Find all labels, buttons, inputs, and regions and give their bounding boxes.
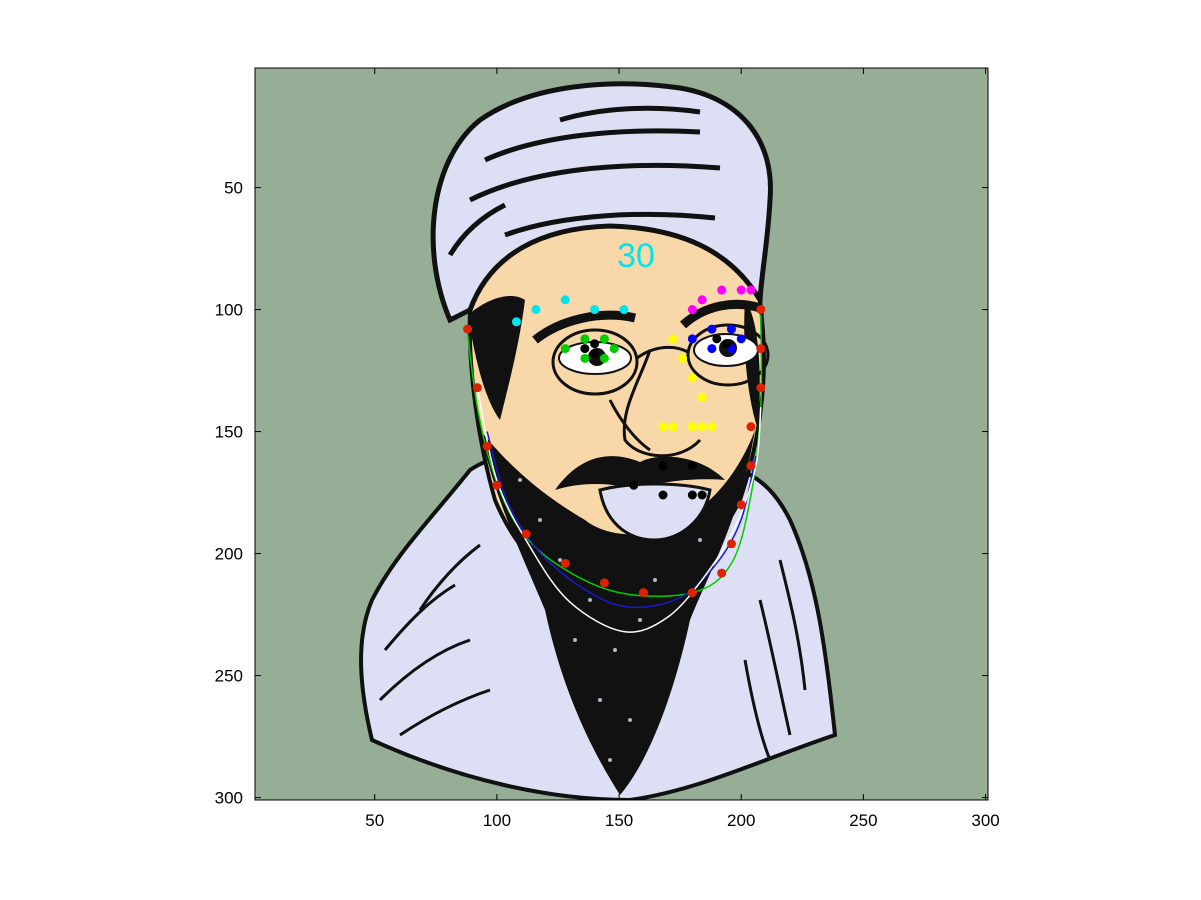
landmark-point <box>590 339 599 348</box>
landmark-point <box>659 461 668 470</box>
landmark-point <box>619 305 628 314</box>
landmark-point <box>756 344 765 353</box>
landmark-point <box>698 422 707 431</box>
plot-area: 30 <box>255 68 988 800</box>
landmark-point <box>688 422 697 431</box>
x-tick-label: 50 <box>365 811 384 830</box>
landmark-point <box>756 305 765 314</box>
landmark-point <box>473 383 482 392</box>
landmark-point <box>590 349 599 358</box>
y-tick-label: 200 <box>215 545 243 564</box>
landmark-point <box>639 588 648 597</box>
landmark-point <box>483 442 492 451</box>
landmark-point <box>698 491 707 500</box>
landmark-point <box>707 325 716 334</box>
landmark-point <box>722 339 731 348</box>
x-tick-label: 250 <box>849 811 877 830</box>
landmark-point <box>580 354 589 363</box>
landmark-point <box>600 354 609 363</box>
landmark-point <box>522 530 531 539</box>
x-tick-label: 150 <box>605 811 633 830</box>
y-tick-label: 150 <box>215 423 243 442</box>
landmark-point <box>727 539 736 548</box>
landmark-point <box>678 354 687 363</box>
y-tick-label: 100 <box>215 301 243 320</box>
landmark-point <box>668 334 677 343</box>
y-tick-label: 250 <box>215 667 243 686</box>
landmark-point <box>580 344 589 353</box>
landmark-point <box>463 325 472 334</box>
landmark-point <box>688 373 697 382</box>
y-tick-label: 300 <box>215 789 243 808</box>
landmark-point <box>746 461 755 470</box>
landmark-point <box>600 334 609 343</box>
landmark-point <box>688 491 697 500</box>
landmark-point <box>492 481 501 490</box>
landmark-point <box>629 481 638 490</box>
landmark-point <box>561 295 570 304</box>
landmark-point <box>512 317 521 326</box>
landmark-point <box>688 461 697 470</box>
landmark-point <box>717 286 726 295</box>
landmark-point <box>707 344 716 353</box>
landmark-point <box>688 588 697 597</box>
landmark-point <box>737 286 746 295</box>
landmark-point <box>737 334 746 343</box>
landmark-point <box>531 305 540 314</box>
landmark-point <box>737 500 746 509</box>
landmark-point <box>688 334 697 343</box>
x-tick-label: 300 <box>971 811 999 830</box>
landmark-point <box>590 305 599 314</box>
x-tick-label: 200 <box>727 811 755 830</box>
landmark-point <box>668 422 677 431</box>
landmark-point <box>717 569 726 578</box>
landmark-point <box>746 286 755 295</box>
landmark-point <box>600 578 609 587</box>
landmark-point <box>756 383 765 392</box>
landmark-point <box>561 344 570 353</box>
landmark-point <box>746 422 755 431</box>
landmark-point <box>698 393 707 402</box>
landmark-point <box>712 334 721 343</box>
annotation-label: 30 <box>617 237 655 275</box>
y-tick-label: 50 <box>224 179 243 198</box>
x-tick-label: 100 <box>483 811 511 830</box>
landmark-point <box>727 325 736 334</box>
landmark-point <box>561 559 570 568</box>
landmark-point <box>688 305 697 314</box>
landmark-point <box>698 295 707 304</box>
landmark-point <box>659 422 668 431</box>
landmark-point <box>707 422 716 431</box>
landmark-point <box>659 491 668 500</box>
landmark-point <box>580 334 589 343</box>
landmark-point <box>610 344 619 353</box>
